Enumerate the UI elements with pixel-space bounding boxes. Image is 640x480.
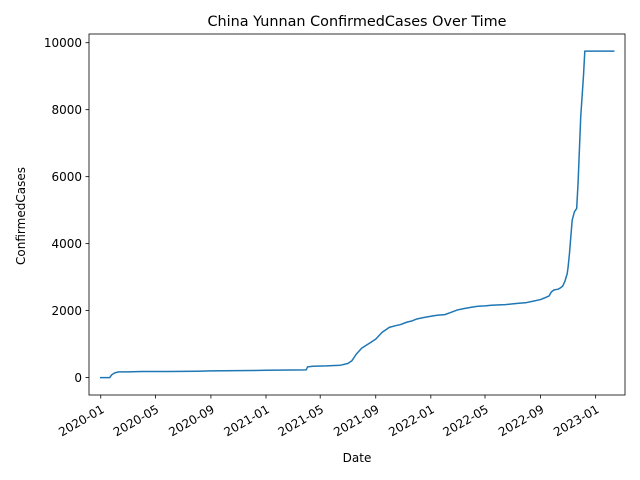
- x-axis-label: Date: [343, 451, 372, 465]
- y-axis-label: ConfirmedCases: [14, 167, 28, 265]
- axes-frame: [88, 33, 626, 396]
- y-tick-label: 2000: [51, 304, 82, 318]
- series-line-0: [99, 50, 615, 379]
- y-tick-label: 10000: [44, 36, 82, 50]
- chart-title: China Yunnan ConfirmedCases Over Time: [207, 14, 506, 30]
- y-tick-label: 4000: [51, 237, 82, 251]
- y-tick-label: 0: [74, 371, 82, 385]
- y-tick-label: 6000: [51, 170, 82, 184]
- y-tick-label: 8000: [51, 103, 82, 117]
